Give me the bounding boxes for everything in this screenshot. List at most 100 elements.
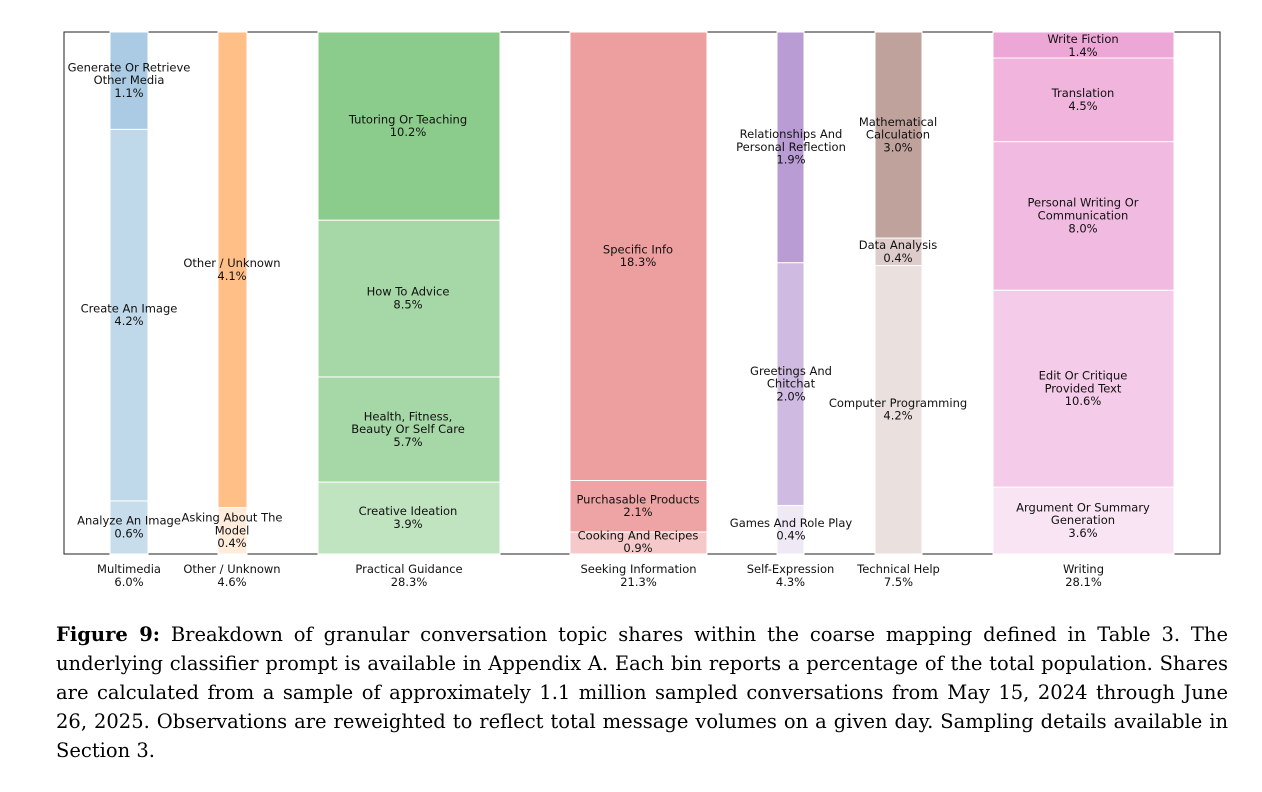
bar-segment-computer-programming bbox=[874, 265, 923, 555]
bar-segment-health-fitness bbox=[317, 376, 501, 483]
segment-value: 18.3% bbox=[620, 255, 657, 269]
segment-value: 1.4% bbox=[1068, 45, 1097, 59]
group-name: Technical Help bbox=[856, 562, 940, 576]
figure-label: Figure 9: bbox=[56, 623, 160, 646]
segment-name: Create An Image bbox=[81, 301, 178, 315]
segment-name: Personal Reflection bbox=[736, 140, 846, 154]
segment-value: 2.0% bbox=[776, 389, 805, 403]
segment-name: Tutoring Or Teaching bbox=[348, 112, 467, 126]
group-name: Self-Expression bbox=[747, 562, 835, 576]
bar-layer bbox=[109, 31, 1175, 555]
bar-segment-specific-info bbox=[569, 31, 708, 481]
bar-segment-personal-writing-or bbox=[992, 141, 1175, 291]
segment-value: 0.4% bbox=[883, 251, 912, 265]
segment-value: 0.4% bbox=[217, 536, 246, 550]
segment-name: Cooking And Recipes bbox=[578, 528, 699, 542]
segment-value: 5.7% bbox=[393, 435, 422, 449]
bar-segment-mathematical bbox=[874, 31, 923, 239]
bar-segment-tutoring-or-teaching bbox=[317, 31, 501, 221]
segment-value: 4.2% bbox=[114, 314, 143, 328]
group-name: Practical Guidance bbox=[355, 562, 462, 576]
segment-name: Asking About The bbox=[181, 511, 282, 525]
group-share: 21.3% bbox=[620, 575, 657, 589]
segment-name: Generate Or Retrieve bbox=[68, 60, 191, 74]
group-share: 28.3% bbox=[391, 575, 428, 589]
bar-segment-relationships-and bbox=[776, 31, 805, 264]
group-share: 7.5% bbox=[884, 575, 913, 589]
segment-name: Specific Info bbox=[603, 242, 673, 256]
group-share: 4.6% bbox=[217, 575, 246, 589]
segment-name: How To Advice bbox=[367, 285, 450, 299]
segment-name: Other Media bbox=[94, 73, 165, 87]
caption-text: Breakdown of granular conversation topic… bbox=[56, 623, 1229, 762]
group-share: 6.0% bbox=[114, 575, 143, 589]
segment-name: Purchasable Products bbox=[576, 492, 699, 506]
segment-name: Mathematical bbox=[859, 115, 937, 129]
bar-segment-generate-or-retrieve bbox=[109, 31, 149, 130]
segment-value: 1.1% bbox=[114, 86, 143, 100]
segment-name: Health, Fitness, bbox=[364, 409, 453, 423]
segment-name: Games And Role Play bbox=[730, 516, 853, 530]
segment-name: Translation bbox=[1051, 86, 1115, 100]
segment-value: 0.9% bbox=[623, 541, 652, 555]
segment-value: 2.1% bbox=[623, 505, 652, 519]
segment-value: 10.2% bbox=[390, 125, 427, 139]
segment-value: 3.0% bbox=[883, 140, 912, 154]
segment-value: 4.1% bbox=[217, 269, 246, 283]
bar-segment-other-unknown bbox=[217, 31, 248, 509]
segment-name: Write Fiction bbox=[1047, 32, 1118, 46]
segment-value: 4.2% bbox=[883, 409, 912, 423]
segment-name: Generation bbox=[1051, 513, 1115, 527]
bar-segment-data-analysis bbox=[874, 237, 923, 267]
figure-caption: Figure 9: Breakdown of granular conversa… bbox=[56, 620, 1228, 765]
segment-name: Edit Or Critique bbox=[1039, 368, 1128, 382]
segment-value: 4.5% bbox=[1068, 99, 1097, 113]
segment-name: Computer Programming bbox=[829, 396, 967, 410]
segment-name: Argument Or Summary bbox=[1016, 500, 1150, 514]
bar-segment-purchasable-products bbox=[569, 479, 708, 533]
segment-value: 8.0% bbox=[1068, 221, 1097, 235]
bar-segment-argument-or-summary bbox=[992, 486, 1175, 555]
bar-segment-edit-or-critique bbox=[992, 289, 1175, 488]
segment-name: Calculation bbox=[866, 128, 930, 142]
group-share: 28.1% bbox=[1065, 575, 1102, 589]
group-name: Writing bbox=[1063, 562, 1104, 576]
bar-segment-games-and-role-play bbox=[776, 504, 805, 555]
segment-name: Greetings And bbox=[750, 364, 832, 378]
bar-segment-create-an-image bbox=[109, 128, 149, 502]
segment-name: Data Analysis bbox=[859, 238, 938, 252]
segment-value: 0.4% bbox=[776, 529, 805, 543]
segment-value: 1.9% bbox=[776, 153, 805, 167]
bar-segment-creative-ideation bbox=[317, 481, 501, 555]
segment-name: Provided Text bbox=[1045, 381, 1122, 395]
segment-name: Creative Ideation bbox=[359, 504, 458, 518]
segment-name: Relationships And bbox=[740, 127, 843, 141]
segment-name: Model bbox=[215, 523, 250, 537]
segment-name: Chitchat bbox=[767, 377, 816, 391]
